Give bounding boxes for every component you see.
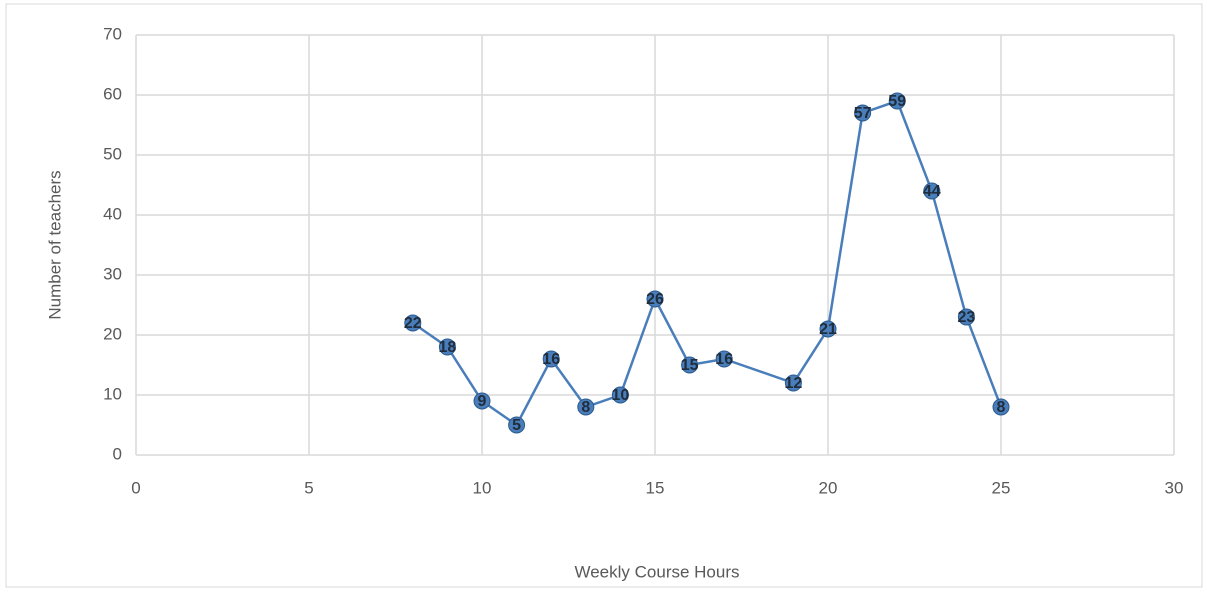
data-label: 8 — [997, 399, 1006, 416]
marker — [473, 392, 491, 410]
x-axis-title: Weekly Course Hours — [574, 562, 739, 581]
marker — [438, 338, 456, 356]
x-tick-label: 0 — [131, 478, 140, 497]
y-tick-label: 70 — [103, 24, 122, 43]
data-label: 9 — [478, 393, 487, 410]
y-tick-label: 60 — [103, 84, 122, 103]
data-label: 5 — [512, 417, 521, 434]
marker — [923, 182, 941, 200]
marker — [888, 92, 906, 110]
x-tick-label: 5 — [304, 478, 313, 497]
y-tick-label: 50 — [103, 144, 122, 163]
y-tick-label: 30 — [103, 264, 122, 283]
x-tick-label: 30 — [1165, 478, 1184, 497]
data-label: 16 — [542, 351, 560, 368]
marker — [404, 314, 422, 332]
marker — [854, 104, 872, 122]
x-tick-label: 25 — [992, 478, 1011, 497]
data-label: 16 — [715, 351, 733, 368]
data-label: 21 — [819, 321, 837, 338]
marker — [715, 350, 733, 368]
marker — [784, 374, 802, 392]
x-tick-label: 15 — [646, 478, 665, 497]
data-label: 23 — [958, 309, 976, 326]
chart-border — [5, 3, 1203, 588]
y-tick-label: 20 — [103, 324, 122, 343]
x-tick-label: 20 — [819, 478, 838, 497]
data-label: 44 — [923, 183, 941, 200]
y-tick-label: 40 — [103, 204, 122, 223]
y-tick-label: 0 — [113, 444, 122, 463]
x-tick-label: 10 — [473, 478, 492, 497]
data-label: 12 — [785, 375, 803, 392]
data-label: 10 — [612, 387, 630, 404]
data-label: 18 — [439, 339, 457, 356]
marker — [957, 308, 975, 326]
marker — [992, 398, 1010, 416]
marker — [819, 320, 837, 338]
y-tick-label: 10 — [103, 384, 122, 403]
data-label: 57 — [854, 105, 872, 122]
y-axis-title: Number of teachers — [45, 170, 64, 319]
marker — [577, 398, 595, 416]
marker — [542, 350, 560, 368]
data-label: 8 — [581, 399, 590, 416]
data-label: 26 — [646, 291, 664, 308]
data-label: 59 — [888, 93, 906, 110]
marker — [681, 356, 699, 374]
marker — [508, 416, 526, 434]
marker — [611, 386, 629, 404]
data-label: 22 — [404, 315, 422, 332]
marker — [646, 290, 664, 308]
data-label: 15 — [681, 357, 699, 374]
